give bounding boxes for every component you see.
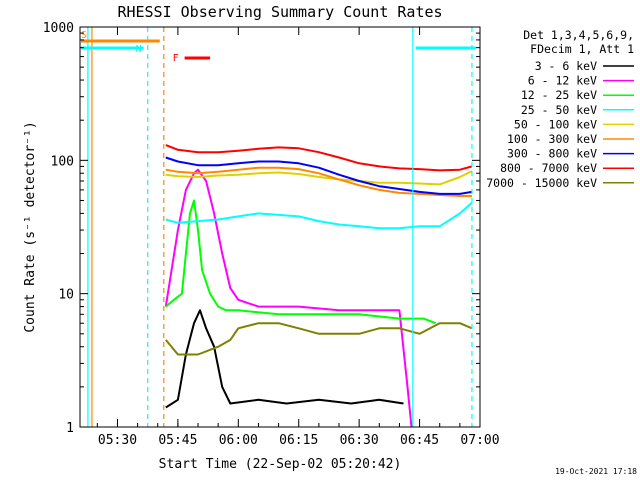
legend-label-1: 6 - 12 keV (528, 74, 597, 88)
y-tick-label-0: 1 (66, 421, 74, 436)
legend-label-4: 50 - 100 keV (514, 117, 597, 131)
series-line-6 (165, 156, 473, 195)
y-tick-label-2: 100 (51, 154, 74, 169)
legend-label-3: 25 - 50 keV (521, 103, 597, 117)
flag-label-f: F (173, 53, 179, 64)
legend-label-6: 300 - 800 keV (507, 147, 597, 161)
timestamp-stamp: 19-Oct-2021 17:18 (555, 467, 637, 476)
series-line-7 (165, 144, 473, 172)
series-line-8 (165, 322, 473, 356)
series-line-5 (165, 166, 472, 197)
series-line-3 (165, 202, 473, 230)
legend-label-5: 100 - 300 keV (507, 132, 597, 146)
x-tick-label-1: 05:45 (158, 433, 197, 448)
flag-layer: S N F (81, 27, 476, 427)
x-tick-label-0: 05:30 (98, 433, 137, 448)
x-tick-label-3: 06:15 (279, 433, 318, 448)
legend-header-line-2: FDecim 1, Att 1 (530, 42, 634, 56)
x-tick-label-5: 06:45 (400, 433, 439, 448)
series-line-0 (165, 309, 404, 409)
series-line-4 (165, 170, 473, 186)
series-line-1 (164, 168, 413, 428)
legend-label-0: 3 - 6 keV (535, 59, 597, 73)
flag-label-n: N (136, 44, 142, 55)
legend-label-8: 7000 - 15000 keV (486, 176, 597, 190)
series-line-2 (165, 199, 437, 325)
y-tick-label-3: 1000 (43, 21, 74, 36)
x-axis: 05:30 05:45 06:00 06:15 06:30 06:45 07:00 (96, 27, 500, 448)
chart-title: RHESSI Observing Summary Count Rates (117, 3, 442, 21)
legend-label-2: 12 - 25 keV (521, 88, 597, 102)
y-axis-label: Count Rate (s⁻¹ detector⁻¹) (23, 121, 38, 332)
x-tick-label-4: 06:30 (340, 433, 379, 448)
y-tick-label-1: 10 (58, 288, 74, 303)
legend-header-line-1: Det 1,3,4,5,6,9, (523, 28, 634, 42)
flag-label-s: S (81, 30, 87, 41)
x-tick-label-6: 07:00 (460, 433, 499, 448)
y-axis: 1 10 100 1000 (43, 21, 480, 436)
plot-frame (79, 26, 481, 428)
x-tick-label-2: 06:00 (219, 433, 258, 448)
x-axis-label: Start Time (22-Sep-02 05:20:42) (159, 457, 402, 472)
legend-label-7: 800 - 7000 keV (500, 161, 597, 175)
series-layer (164, 144, 473, 428)
